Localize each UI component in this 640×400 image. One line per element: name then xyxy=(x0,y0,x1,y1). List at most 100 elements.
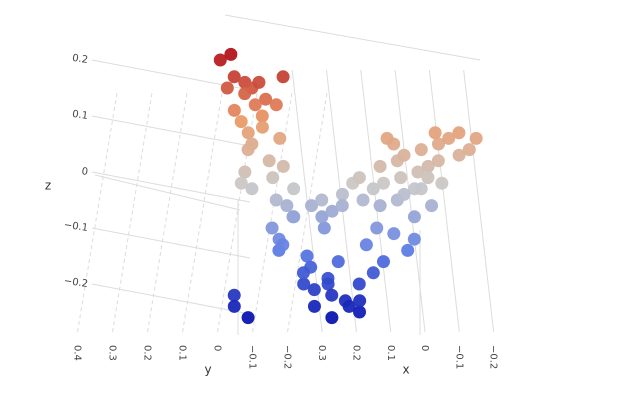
box-edge xyxy=(94,174,241,211)
point xyxy=(352,171,366,185)
point xyxy=(462,143,476,157)
z-grid-line xyxy=(91,115,251,147)
point xyxy=(287,182,301,196)
x-grid-line xyxy=(463,69,495,333)
z-axis-title: z xyxy=(45,179,51,193)
point xyxy=(366,266,380,280)
x-axis-title: x xyxy=(402,363,409,377)
point xyxy=(213,53,227,67)
point xyxy=(297,277,311,291)
point xyxy=(397,148,411,162)
point xyxy=(342,299,356,313)
x-tick-label: 0.1 xyxy=(385,345,396,361)
point xyxy=(227,103,241,117)
point xyxy=(259,92,273,106)
point xyxy=(325,311,339,325)
point xyxy=(373,159,387,173)
y-tick-label: 0 xyxy=(212,345,223,351)
y-tick-label: −0.2 xyxy=(282,345,293,369)
point xyxy=(407,210,421,224)
x-tick-label: 0.2 xyxy=(350,345,361,361)
point xyxy=(353,294,367,308)
point xyxy=(414,182,428,196)
z-tick-label: −0.2 xyxy=(63,276,89,290)
z-tick-label: 0 xyxy=(81,166,89,178)
point xyxy=(269,98,283,112)
point xyxy=(370,221,384,235)
point xyxy=(224,47,238,61)
point xyxy=(245,182,259,196)
point xyxy=(321,277,335,291)
x-grid-line xyxy=(428,69,460,333)
z-tick-label: 0.2 xyxy=(71,53,88,66)
point xyxy=(273,131,287,145)
z-grid-line xyxy=(91,171,251,203)
point xyxy=(425,199,439,213)
point xyxy=(325,204,339,218)
point xyxy=(421,159,435,173)
x-tick-label: 0.3 xyxy=(316,345,327,361)
point xyxy=(300,249,314,263)
point xyxy=(373,199,387,213)
point xyxy=(376,176,390,190)
y-axis-title: y xyxy=(204,363,211,377)
point xyxy=(414,143,428,157)
x-tick-label: −0.2 xyxy=(488,345,499,369)
z-tick-label: −0.1 xyxy=(63,220,89,234)
point xyxy=(227,70,241,84)
point xyxy=(452,148,466,162)
points xyxy=(213,47,483,325)
point xyxy=(356,193,370,207)
point xyxy=(359,238,373,252)
point xyxy=(307,283,321,297)
point xyxy=(394,171,408,185)
point xyxy=(234,176,248,190)
y-tick-label: 0.3 xyxy=(107,345,118,361)
y-grid-line xyxy=(287,89,328,333)
point xyxy=(307,299,321,313)
point xyxy=(241,126,255,140)
y-grid-line xyxy=(147,89,188,333)
y-grid-line xyxy=(112,89,153,333)
x-tick-label: −0.1 xyxy=(453,345,464,369)
point xyxy=(315,193,329,207)
box-edge xyxy=(224,14,481,61)
point xyxy=(387,227,401,241)
point xyxy=(227,288,241,302)
point xyxy=(227,299,241,313)
point xyxy=(421,171,435,185)
point xyxy=(241,143,255,157)
point xyxy=(276,238,290,252)
point xyxy=(255,120,269,134)
point xyxy=(241,311,255,325)
point xyxy=(296,266,310,280)
point xyxy=(335,199,349,213)
point xyxy=(431,154,445,168)
y-tick-label: 0.2 xyxy=(142,345,153,361)
point xyxy=(238,87,252,101)
point xyxy=(265,221,279,235)
point xyxy=(331,255,345,269)
y-tick-label: 0.1 xyxy=(177,345,188,361)
point xyxy=(255,109,269,123)
point xyxy=(325,288,339,302)
point xyxy=(220,81,234,95)
z-grid-line xyxy=(91,283,251,315)
point xyxy=(411,165,425,179)
point xyxy=(248,98,262,112)
point xyxy=(353,305,367,319)
point xyxy=(380,131,394,145)
point xyxy=(286,210,300,224)
point xyxy=(407,232,421,246)
point xyxy=(317,221,331,235)
point xyxy=(269,193,283,207)
point xyxy=(276,159,290,173)
point xyxy=(428,126,442,140)
z-tick-label: 0.1 xyxy=(71,109,88,122)
point xyxy=(397,187,411,201)
point xyxy=(335,187,349,201)
x-tick-label: 0 xyxy=(419,345,430,351)
z-grid-line xyxy=(91,227,251,259)
point xyxy=(280,199,294,213)
